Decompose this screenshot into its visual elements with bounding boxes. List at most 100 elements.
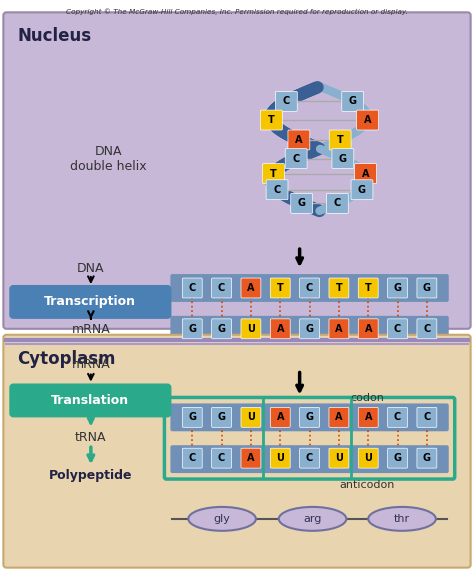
FancyBboxPatch shape xyxy=(170,403,449,431)
FancyBboxPatch shape xyxy=(170,445,449,473)
FancyBboxPatch shape xyxy=(212,319,231,339)
FancyBboxPatch shape xyxy=(358,319,378,339)
Text: G: G xyxy=(188,324,196,334)
Text: anticodon: anticodon xyxy=(339,480,395,490)
FancyBboxPatch shape xyxy=(288,130,310,150)
Text: T: T xyxy=(336,283,342,293)
FancyBboxPatch shape xyxy=(261,110,283,130)
Text: G: G xyxy=(393,453,401,463)
FancyBboxPatch shape xyxy=(3,335,471,567)
FancyBboxPatch shape xyxy=(10,286,170,318)
Text: U: U xyxy=(365,453,372,463)
FancyBboxPatch shape xyxy=(329,278,349,298)
Text: C: C xyxy=(189,283,196,293)
FancyBboxPatch shape xyxy=(356,110,379,130)
FancyBboxPatch shape xyxy=(266,180,288,200)
FancyBboxPatch shape xyxy=(270,448,290,468)
Text: A: A xyxy=(365,324,372,334)
Text: mRNA: mRNA xyxy=(72,323,110,336)
FancyBboxPatch shape xyxy=(212,278,231,298)
Text: C: C xyxy=(394,412,401,422)
Text: C: C xyxy=(292,154,300,164)
FancyBboxPatch shape xyxy=(270,319,290,339)
FancyBboxPatch shape xyxy=(300,278,319,298)
Text: C: C xyxy=(189,453,196,463)
Text: G: G xyxy=(306,412,314,422)
FancyBboxPatch shape xyxy=(241,319,261,339)
Text: U: U xyxy=(247,324,255,334)
FancyBboxPatch shape xyxy=(329,407,349,427)
Text: G: G xyxy=(423,283,431,293)
Text: G: G xyxy=(423,453,431,463)
Text: A: A xyxy=(276,412,284,422)
Text: U: U xyxy=(247,412,255,422)
Text: A: A xyxy=(247,283,255,293)
Text: Translation: Translation xyxy=(51,394,129,407)
FancyBboxPatch shape xyxy=(300,319,319,339)
FancyBboxPatch shape xyxy=(291,193,313,213)
Text: Transcription: Transcription xyxy=(44,295,136,308)
Text: C: C xyxy=(306,283,313,293)
Text: thr: thr xyxy=(394,514,410,524)
Text: G: G xyxy=(393,283,401,293)
Text: Cytoplasm: Cytoplasm xyxy=(17,349,116,368)
Text: G: G xyxy=(306,324,314,334)
FancyBboxPatch shape xyxy=(212,448,231,468)
Text: A: A xyxy=(276,324,284,334)
FancyBboxPatch shape xyxy=(182,407,202,427)
Text: C: C xyxy=(423,324,430,334)
FancyBboxPatch shape xyxy=(342,92,364,112)
Text: C: C xyxy=(334,198,341,208)
Ellipse shape xyxy=(279,507,346,531)
Text: gly: gly xyxy=(214,514,230,524)
FancyBboxPatch shape xyxy=(285,149,307,169)
Text: G: G xyxy=(218,412,226,422)
FancyBboxPatch shape xyxy=(182,278,202,298)
FancyBboxPatch shape xyxy=(329,448,349,468)
Text: DNA: DNA xyxy=(77,261,105,275)
FancyBboxPatch shape xyxy=(417,407,437,427)
FancyBboxPatch shape xyxy=(170,316,449,344)
Text: G: G xyxy=(218,324,226,334)
Text: C: C xyxy=(273,185,281,194)
FancyBboxPatch shape xyxy=(212,407,231,427)
Text: A: A xyxy=(295,135,302,145)
FancyBboxPatch shape xyxy=(241,278,261,298)
FancyBboxPatch shape xyxy=(355,164,376,184)
Text: G: G xyxy=(188,412,196,422)
Text: G: G xyxy=(298,198,306,208)
Text: Polypeptide: Polypeptide xyxy=(49,468,133,482)
Text: C: C xyxy=(218,283,225,293)
FancyBboxPatch shape xyxy=(300,448,319,468)
FancyBboxPatch shape xyxy=(329,130,351,150)
Text: C: C xyxy=(306,453,313,463)
FancyBboxPatch shape xyxy=(388,278,408,298)
FancyBboxPatch shape xyxy=(417,278,437,298)
Text: tRNA: tRNA xyxy=(75,431,107,444)
Text: T: T xyxy=(277,283,283,293)
Text: Nucleus: Nucleus xyxy=(17,27,91,45)
Text: A: A xyxy=(335,324,343,334)
FancyBboxPatch shape xyxy=(329,319,349,339)
Text: A: A xyxy=(364,115,371,125)
Text: T: T xyxy=(337,135,344,145)
Text: mRNA: mRNA xyxy=(72,358,110,371)
FancyBboxPatch shape xyxy=(417,448,437,468)
FancyBboxPatch shape xyxy=(10,384,170,416)
Ellipse shape xyxy=(368,507,436,531)
FancyBboxPatch shape xyxy=(358,448,378,468)
Text: DNA
double helix: DNA double helix xyxy=(71,145,147,173)
Text: G: G xyxy=(358,185,366,194)
FancyBboxPatch shape xyxy=(358,278,378,298)
FancyBboxPatch shape xyxy=(3,13,471,329)
FancyBboxPatch shape xyxy=(417,319,437,339)
FancyBboxPatch shape xyxy=(388,319,408,339)
FancyBboxPatch shape xyxy=(170,274,449,302)
FancyBboxPatch shape xyxy=(388,407,408,427)
Text: C: C xyxy=(423,412,430,422)
FancyBboxPatch shape xyxy=(388,448,408,468)
FancyBboxPatch shape xyxy=(270,407,290,427)
FancyBboxPatch shape xyxy=(182,448,202,468)
Text: C: C xyxy=(394,324,401,334)
Text: A: A xyxy=(365,412,372,422)
